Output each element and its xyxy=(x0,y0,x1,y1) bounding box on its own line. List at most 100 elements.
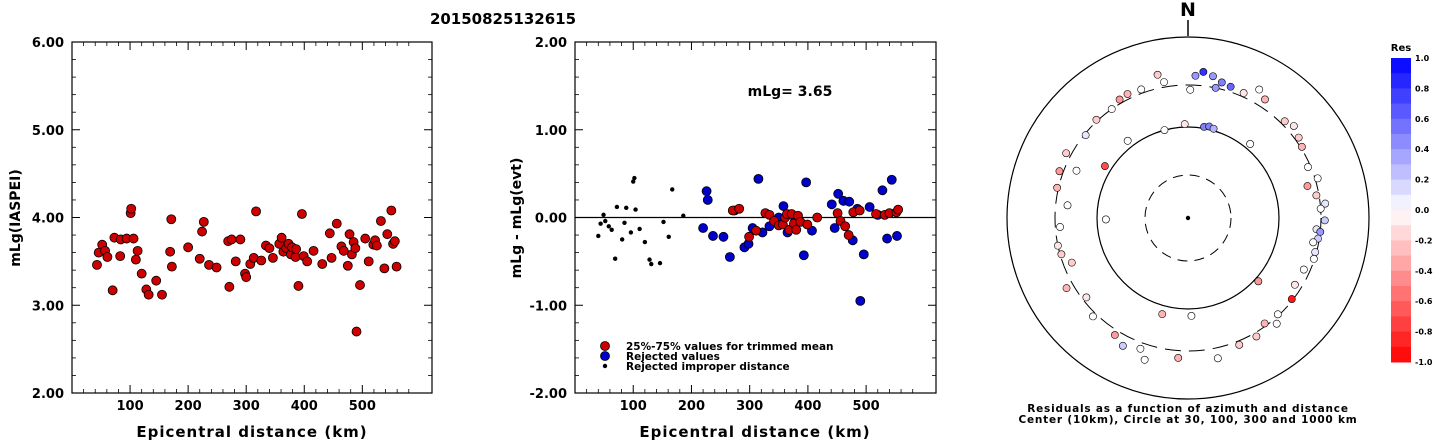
improper-distance-point xyxy=(606,224,611,229)
panel1-points xyxy=(92,203,402,337)
station-residual-point xyxy=(1290,280,1299,289)
station-residual-point xyxy=(1260,319,1269,328)
station-residual-point xyxy=(1092,115,1101,124)
y-tick-label: 2.00 xyxy=(32,387,64,402)
station-residual-point xyxy=(1153,70,1162,79)
colorbar-cell xyxy=(1391,58,1411,74)
magnitude-point xyxy=(342,260,353,271)
magnitude-point xyxy=(360,233,371,244)
magnitude-point xyxy=(264,243,275,254)
station-residual-point xyxy=(1081,131,1090,140)
station-residual-point xyxy=(1297,142,1306,151)
rejected-point xyxy=(724,252,735,262)
station-residual-point xyxy=(1213,354,1222,363)
panel1-ticks: 100 200 300 400 500 2.00 3.00 4.00 5.00 6.00 xyxy=(32,36,432,414)
improper-distance-point xyxy=(661,219,666,225)
station-residual-point xyxy=(1082,293,1091,302)
magnitude-point xyxy=(166,214,177,225)
magnitude-point xyxy=(308,245,319,256)
colorbar-tick-label: 0.6 xyxy=(1415,115,1430,124)
station-residual-point xyxy=(1057,250,1066,259)
legend-marker-trimmed xyxy=(600,341,610,351)
station-residual-point xyxy=(1115,95,1124,104)
rejected-point xyxy=(701,186,712,197)
rejected-point xyxy=(801,177,812,188)
improper-distance-point xyxy=(601,212,606,218)
y-tick-label: 6.00 xyxy=(32,36,64,51)
station-residual-point xyxy=(1273,310,1282,319)
x-tick-label: 200 xyxy=(678,399,705,414)
station-residual-point xyxy=(1054,241,1062,250)
colorbar-cell xyxy=(1391,270,1411,287)
station-residual-point xyxy=(1261,95,1269,104)
improper-distance-point xyxy=(628,230,634,235)
station-residual-point xyxy=(1309,255,1318,263)
station-residual-point xyxy=(1299,265,1308,274)
magnitude-point xyxy=(268,252,278,263)
station-residual-point xyxy=(1191,71,1200,80)
colorbar-cell xyxy=(1391,240,1411,257)
trimmed-mean-point xyxy=(871,209,881,219)
magnitude-point xyxy=(130,254,141,265)
trimmed-mean-point xyxy=(843,230,854,240)
improper-distance-point xyxy=(670,187,675,192)
panel2-ticks: 100 200 300 400 500 -2.00 -1.00 0.00 1.00 2.00 xyxy=(530,36,936,414)
improper-distance-point xyxy=(612,256,618,261)
station-residual-point xyxy=(1209,72,1217,81)
magnitude-point xyxy=(355,280,365,290)
station-residual-point xyxy=(1186,85,1195,94)
colorbar-cell xyxy=(1391,73,1411,89)
y-tick-label: 3.00 xyxy=(32,299,64,314)
magnitude-point xyxy=(297,209,307,219)
station-residual-point xyxy=(1118,341,1127,350)
ring-100km xyxy=(1096,126,1280,310)
y-tick-label: 5.00 xyxy=(32,124,64,139)
colorbar-tick-label: -0.8 xyxy=(1415,328,1433,337)
colorbar-cell xyxy=(1391,346,1411,363)
rejected-point xyxy=(877,185,888,196)
magnitude-point xyxy=(317,259,328,269)
station-residual-point xyxy=(1280,117,1289,126)
legend: 25%-75% values for trimmed mean Rejected… xyxy=(600,341,834,373)
station-residual-point xyxy=(1180,120,1189,129)
colorbar-cell xyxy=(1391,134,1411,150)
colorbar-tick-label: 0.0 xyxy=(1415,206,1430,215)
station-residual-point xyxy=(1136,344,1145,353)
y-tick-label: 2.00 xyxy=(535,36,567,51)
colorbar-ticks: 1.0 0.8 0.6 0.4 0.2 0.0 -0.2 -0.4 -0.6 -0.8 -1.0 xyxy=(1415,54,1433,367)
colorbar-cell xyxy=(1391,103,1411,120)
station-residual-point xyxy=(1311,248,1320,256)
colorbar-tick-label: 0.4 xyxy=(1415,145,1430,154)
improper-distance-point xyxy=(657,260,663,266)
ring-30km xyxy=(1144,174,1232,262)
improper-distance-point xyxy=(647,257,652,262)
colorbar-tick-label: -0.2 xyxy=(1415,236,1433,245)
x-tick-label: 100 xyxy=(116,399,143,414)
station-residual-point xyxy=(1235,340,1244,349)
station-residual-point xyxy=(1062,284,1071,293)
trimmed-mean-point xyxy=(751,225,761,236)
station-residual-point xyxy=(1123,136,1132,145)
panel2-points xyxy=(596,173,904,306)
magnitude-point xyxy=(256,255,267,266)
station-residual-point xyxy=(1254,277,1263,286)
station-residual-point xyxy=(1272,319,1281,328)
station-residual-point xyxy=(1320,216,1329,225)
magnitude-point xyxy=(324,228,335,239)
colorbar-cell xyxy=(1391,179,1411,196)
station-residual-point xyxy=(1101,162,1109,170)
magnitude-point xyxy=(293,281,304,291)
x-tick-label: 300 xyxy=(233,399,260,414)
y-tick-label: -1.00 xyxy=(530,299,567,314)
magnitude-point xyxy=(128,233,139,244)
magnitude-point xyxy=(211,262,222,273)
mean-magnitude-annotation: mLg= 3.65 xyxy=(748,84,833,100)
magnitude-point xyxy=(157,289,167,300)
improper-distance-point xyxy=(642,239,648,245)
rejected-point xyxy=(698,223,708,233)
colorbar-tick-label: -1.0 xyxy=(1415,358,1433,367)
magnitude-point xyxy=(165,246,176,257)
station-residual-point xyxy=(1303,182,1312,190)
colorbar-tick-label: -0.4 xyxy=(1415,267,1433,276)
